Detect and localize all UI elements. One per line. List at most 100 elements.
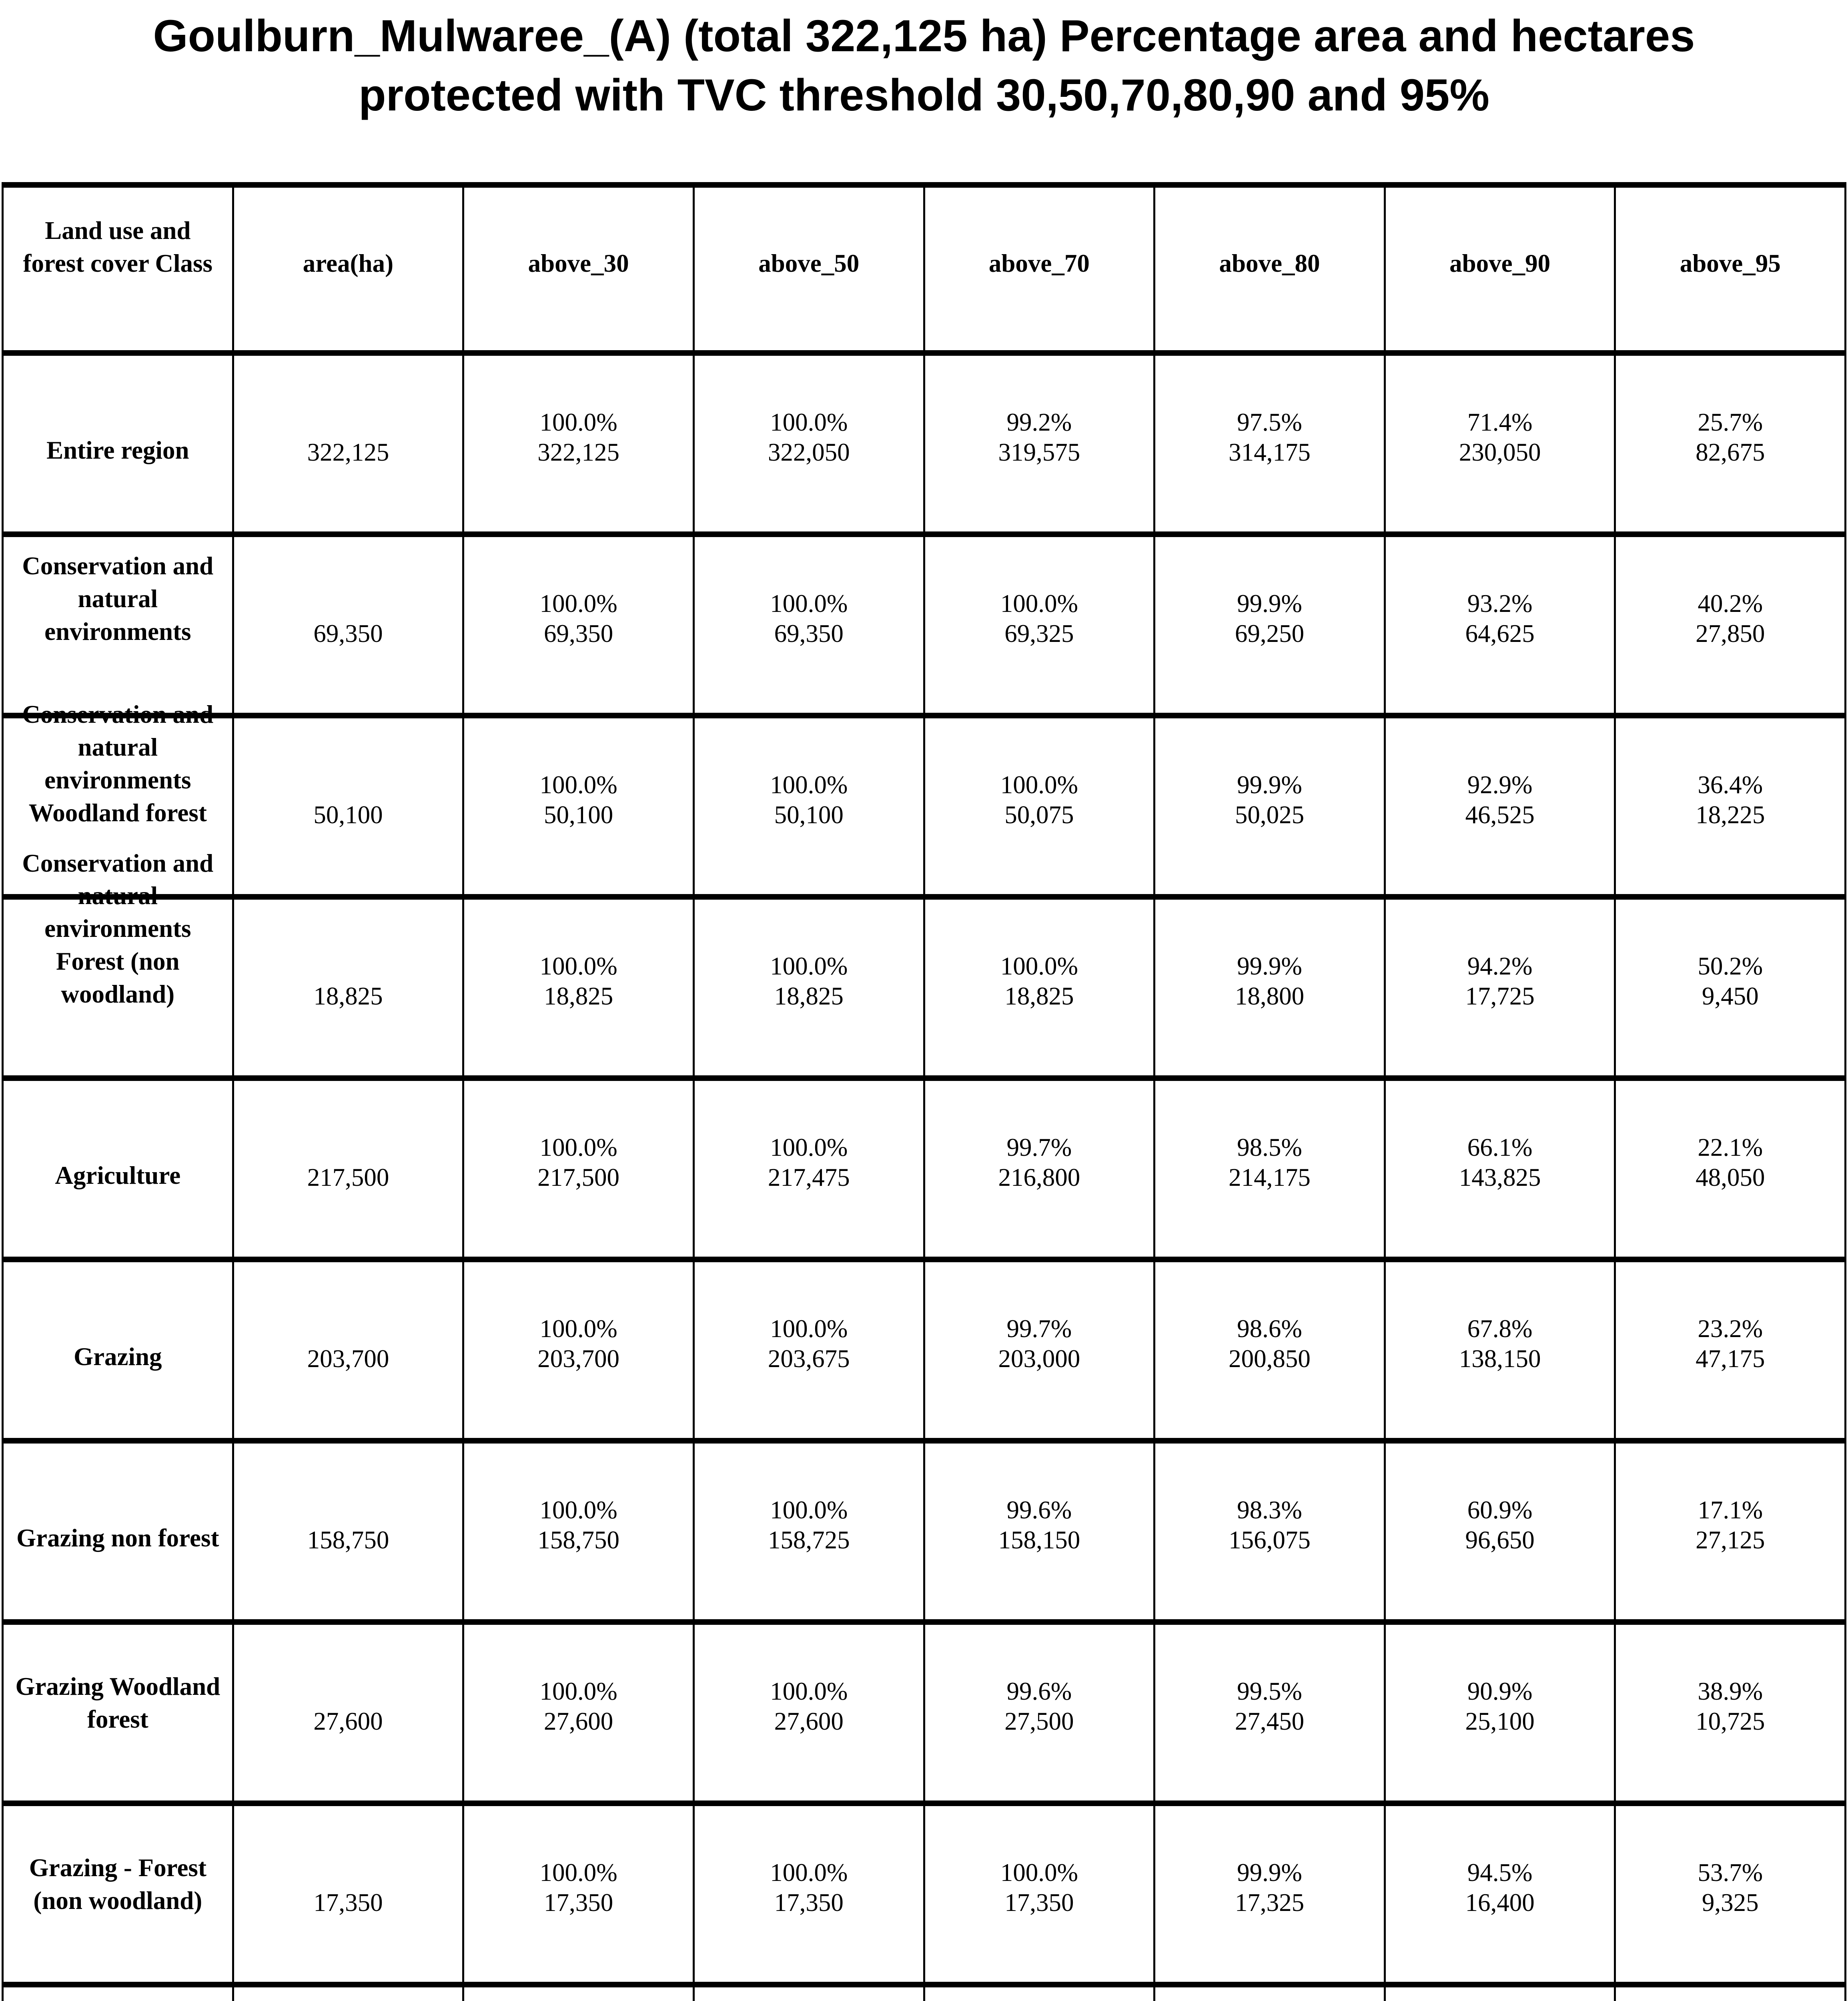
hectares-value: 216,800	[998, 1163, 1080, 1191]
hectares-value: 48,050	[1696, 1163, 1765, 1191]
threshold-values: 100.0% 69,350	[464, 589, 693, 648]
area-cell: 18,825	[232, 894, 465, 1081]
threshold-values: 94.2% 17,725	[1386, 951, 1614, 1011]
threshold-values: 98.6% 200,850	[1155, 1314, 1384, 1373]
hectares-value: 17,725	[1465, 982, 1535, 1010]
threshold-cell: 100.0% 17,350	[923, 1800, 1156, 1987]
hectares-value: 18,800	[1235, 982, 1305, 1010]
row-label: Agriculture	[55, 1161, 181, 1190]
threshold-values: 25.7% 82,675	[1616, 407, 1844, 467]
percent-value: 99.7%	[1006, 1315, 1072, 1343]
percent-value: 98.5%	[1237, 1133, 1302, 1162]
area-value: 18,825	[313, 982, 383, 1010]
threshold-values: 66.1% 143,825	[1386, 1133, 1614, 1192]
percent-value: 100.0%	[770, 1133, 848, 1162]
threshold-values: 99.6% 158,150	[925, 1495, 1154, 1555]
col-header-label: area(ha)	[303, 249, 394, 278]
area-cell: 50,100	[232, 713, 465, 900]
col-header-1: area(ha)	[232, 182, 465, 356]
threshold-cell: 92.9% 46,525	[1383, 713, 1616, 900]
row-label: Grazing non forest	[16, 1524, 219, 1552]
percent-value: 100.0%	[1000, 589, 1078, 618]
table-body: Entire region 322,125 100.0% 322,125 100.0% 3…	[2, 350, 1846, 2001]
hectares-value: 46,525	[1465, 800, 1535, 829]
row-label-cell: Conservation and natural environments Fo…	[2, 849, 234, 1081]
hectares-value: 9,325	[1702, 1888, 1759, 1917]
threshold-values: 100.0% 17,350	[464, 1858, 693, 1917]
col-header-5: above_80	[1153, 182, 1386, 356]
col-header-0: Land use and forest cover Class	[2, 182, 234, 356]
table-row: Grazing - Forest (non woodland) 17,350 100…	[2, 1800, 1846, 1987]
area-value: 322,125	[307, 438, 389, 466]
page-title-line1: Goulburn_Mulwaree_(A) (total 322,125 ha)…	[153, 11, 1695, 61]
table-row: Grazing Woodland forest 27,600 100.0% 27,60…	[2, 1619, 1846, 1806]
threshold-cell: 100.0% 18,825	[923, 894, 1156, 1081]
threshold-cell: 100.0% 17,350	[462, 1800, 695, 1987]
threshold-values: 100.0% 322,125	[464, 407, 693, 467]
threshold-cell: 97.5% 314,175	[1153, 350, 1386, 537]
percent-value: 100.0%	[1000, 952, 1078, 980]
col-header-6: above_90	[1383, 182, 1616, 356]
table-row: Cropping13,225100.0%13,225100.0%13,22510…	[2, 1982, 1846, 2001]
table-row: Grazing non forest 158,750 100.0% 158,750 10…	[2, 1438, 1846, 1625]
threshold-values: 50.2% 9,450	[1616, 951, 1844, 1011]
threshold-cell: 100.0% 322,125	[462, 350, 695, 537]
threshold-values: 98.3% 156,075	[1155, 1495, 1384, 1555]
percent-value: 100.0%	[539, 1496, 617, 1524]
threshold-values: 100.0% 69,325	[925, 589, 1154, 648]
table-header: Land use and forest cover Class area(ha) a…	[2, 182, 1846, 356]
threshold-cell: 41.6%5,500	[1383, 1982, 1616, 2001]
hectares-value: 17,325	[1235, 1888, 1305, 1917]
threshold-cell: 17.1% 27,125	[1614, 1438, 1846, 1625]
threshold-cell: 23.2% 47,175	[1614, 1257, 1846, 1444]
threshold-cell: 22.1% 48,050	[1614, 1075, 1846, 1262]
threshold-values: 99.9% 17,325	[1155, 1858, 1384, 1917]
row-label: Conservation and natural environments Fo…	[22, 849, 214, 1009]
hectares-value: 96,650	[1465, 1526, 1535, 1554]
threshold-cell: 100.0% 27,600	[462, 1619, 695, 1806]
col-header-label: Land use and forest cover Class	[23, 217, 213, 278]
hectares-value: 18,825	[1004, 982, 1074, 1010]
hectares-value: 319,575	[998, 438, 1080, 466]
percent-value: 94.2%	[1467, 952, 1533, 980]
row-label-cell: Conservation and natural environments Wo…	[2, 700, 234, 900]
threshold-cell: 99.7% 216,800	[923, 1075, 1156, 1262]
percent-value: 100.0%	[770, 1496, 848, 1524]
hectares-value: 27,600	[543, 1707, 613, 1735]
threshold-values: 100.0% 158,725	[695, 1495, 923, 1555]
threshold-cell: 100.0% 50,075	[923, 713, 1156, 900]
percent-value: 99.2%	[1006, 408, 1072, 437]
hectares-value: 17,350	[774, 1888, 844, 1917]
threshold-values: 100.0% 203,675	[695, 1314, 923, 1373]
col-header-label: above_30	[528, 249, 629, 278]
hectares-value: 69,350	[543, 619, 613, 648]
threshold-values: 100.0% 217,475	[695, 1133, 923, 1192]
threshold-cell: 100.0% 69,325	[923, 531, 1156, 718]
hectares-value: 322,125	[537, 438, 619, 466]
hectares-value: 17,350	[543, 1888, 613, 1917]
percent-value: 38.9%	[1698, 1677, 1763, 1706]
threshold-cell: 99.9% 50,025	[1153, 713, 1386, 900]
percent-value: 99.9%	[1237, 952, 1302, 980]
hectares-value: 50,100	[774, 800, 844, 829]
threshold-cell: 90.9% 25,100	[1383, 1619, 1616, 1806]
threshold-cell: 93.2% 64,625	[1383, 531, 1616, 718]
hectares-value: 27,850	[1696, 619, 1765, 648]
percent-value: 100.0%	[539, 589, 617, 618]
threshold-values: 71.4% 230,050	[1386, 407, 1614, 467]
threshold-cell: 100.0% 322,050	[692, 350, 925, 537]
percent-value: 67.8%	[1467, 1315, 1533, 1343]
percent-value: 99.9%	[1237, 771, 1302, 799]
percent-value: 100.0%	[539, 771, 617, 799]
col-header-label: above_95	[1680, 249, 1781, 278]
page-title: Goulburn_Mulwaree_(A) (total 322,125 ha)…	[0, 6, 1848, 125]
percent-value: 100.0%	[539, 408, 617, 437]
hectares-value: 9,450	[1702, 982, 1759, 1010]
row-label: Conservation and natural environments Wo…	[22, 700, 214, 827]
row-label-cell: Grazing	[2, 1257, 234, 1444]
threshold-cell: 100.0% 50,100	[462, 713, 695, 900]
page-title-line2: protected with TVC threshold 30,50,70,80…	[359, 70, 1489, 120]
threshold-cell: 100.0% 27,600	[692, 1619, 925, 1806]
area-cell: 13,225	[232, 1982, 465, 2001]
area-cell: 27,600	[232, 1619, 465, 1806]
